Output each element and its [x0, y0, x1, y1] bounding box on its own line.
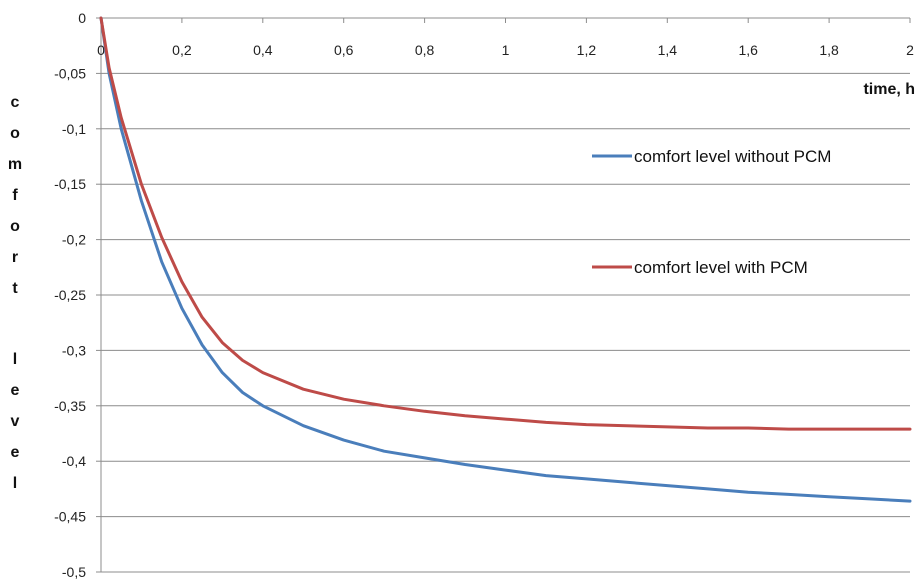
- y-axis-label-letter: t: [12, 280, 18, 297]
- x-tick-label: 1,6: [738, 42, 758, 58]
- y-axis-label-letter: e: [11, 444, 20, 461]
- y-tick-label: -0,05: [54, 65, 86, 81]
- x-tick-label: 2: [906, 42, 914, 58]
- y-axis-label-letter: e: [11, 382, 20, 399]
- legend: comfort level without PCM comfort level w…: [592, 147, 831, 277]
- y-axis-label-letter: c: [11, 94, 20, 111]
- y-tick-label: -0,2: [62, 232, 86, 248]
- x-tick-label: 0: [97, 42, 105, 58]
- y-axis-label-letter: l: [13, 475, 17, 492]
- y-tick-label: -0,45: [54, 509, 86, 525]
- y-axis-label-letter: o: [10, 125, 20, 142]
- y-tick-label: -0,5: [62, 564, 86, 580]
- grid-layer: [101, 72, 910, 573]
- x-axis-label: time, h: [863, 81, 915, 98]
- y-tick-label: -0,3: [62, 342, 86, 358]
- x-tick-label: 0,6: [334, 42, 354, 58]
- y-axis-label-letter: r: [12, 249, 18, 266]
- axis-layer: 0 -0,05 -0,1 -0,15 -0,2 -0,25 -0,3 -0,35 -0,4 -0,…: [54, 10, 914, 580]
- y-tick-label: 0: [78, 10, 86, 26]
- x-tick-label: 1,4: [658, 42, 678, 58]
- series-layer: [99, 16, 912, 503]
- legend-label: comfort level without PCM: [634, 147, 831, 166]
- y-tick-label: -0,4: [62, 453, 86, 469]
- x-tick-label: 0,2: [172, 42, 192, 58]
- y-tick-label: -0,15: [54, 176, 86, 192]
- y-tick-label: -0,1: [62, 121, 86, 137]
- y-axis-label-letter: l: [13, 351, 17, 368]
- x-tick-label: 0,8: [415, 42, 435, 58]
- x-tick-label: 1: [502, 42, 510, 58]
- y-axis-label-letter: m: [8, 156, 22, 173]
- x-tick-label: 0,4: [253, 42, 273, 58]
- x-tick-label: 1,8: [819, 42, 839, 58]
- y-axis-label-letter: f: [12, 187, 18, 204]
- series-line-without-pcm: [99, 16, 912, 503]
- y-axis-label-letter: v: [11, 413, 20, 430]
- series-line-with-pcm: [99, 16, 912, 431]
- x-tick-label: 1,2: [577, 42, 597, 58]
- y-axis-label-letter: o: [10, 218, 20, 235]
- legend-label: comfort level with PCM: [634, 258, 808, 277]
- y-tick-label: -0,25: [54, 287, 86, 303]
- y-tick-label: -0,35: [54, 398, 86, 414]
